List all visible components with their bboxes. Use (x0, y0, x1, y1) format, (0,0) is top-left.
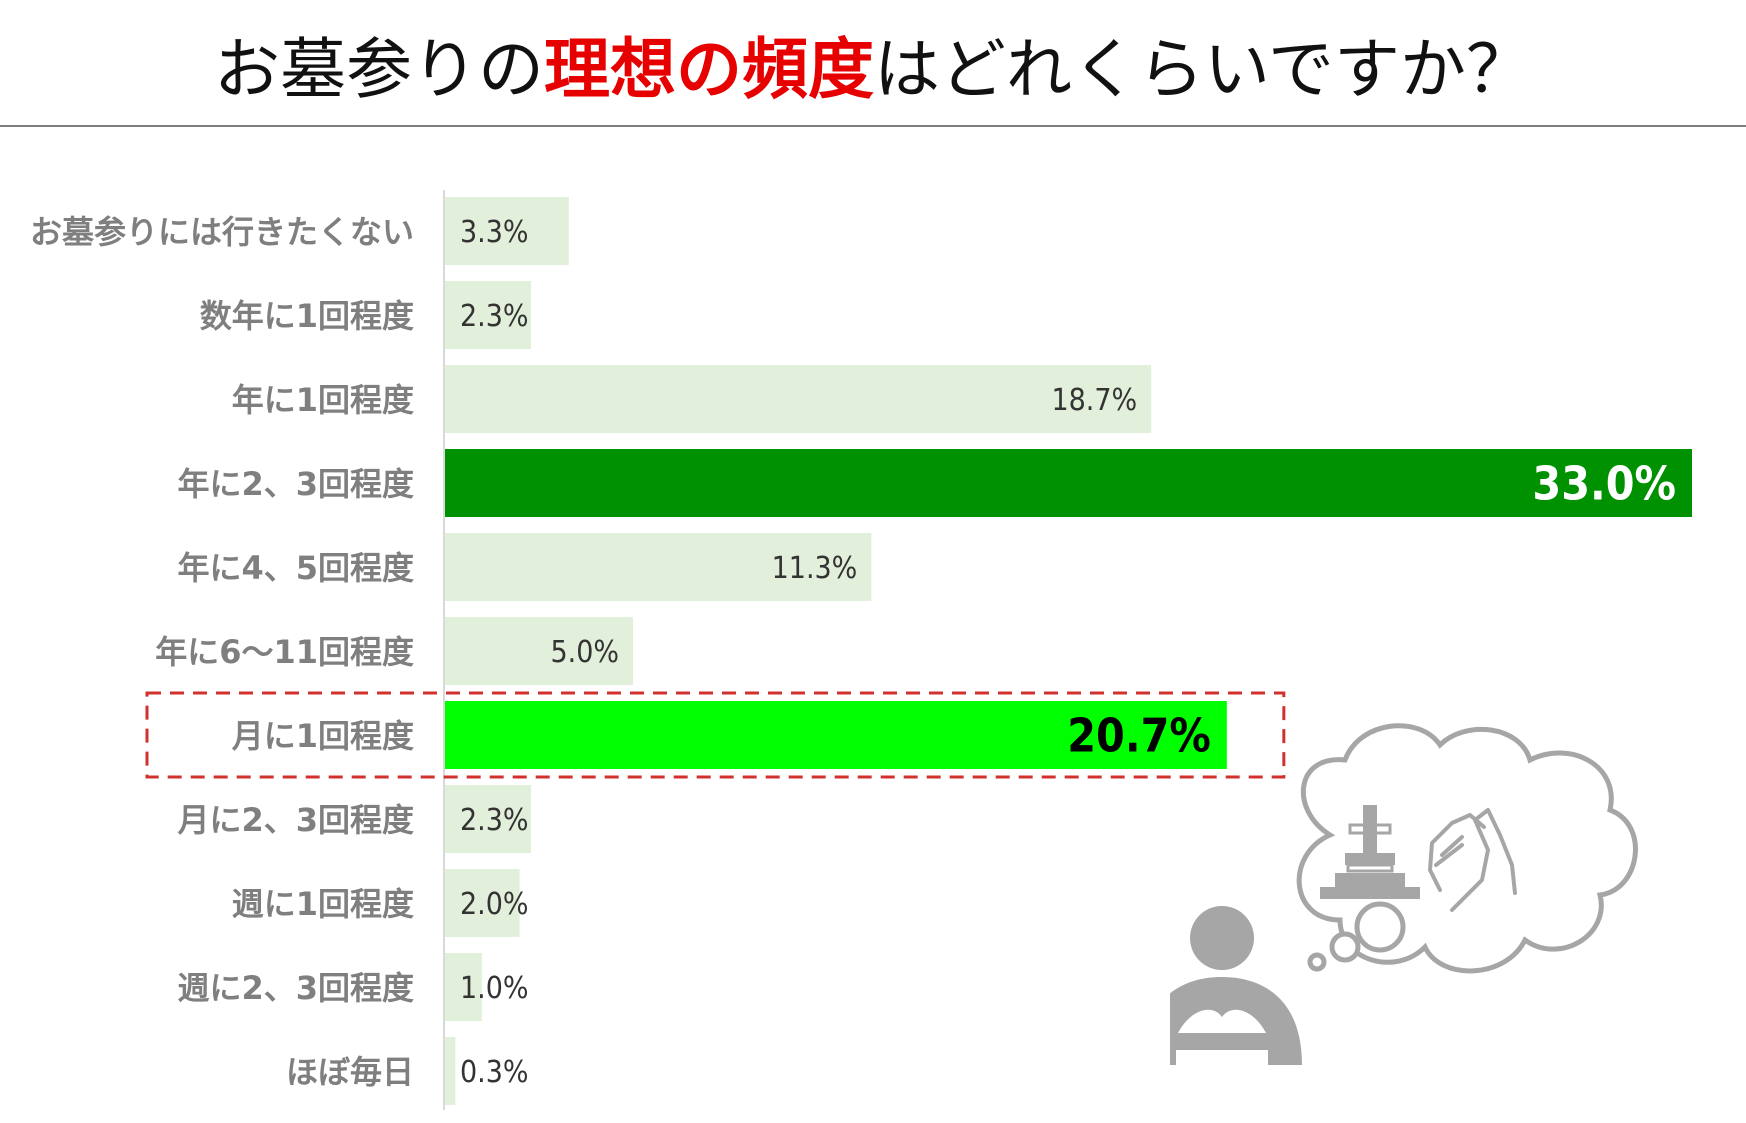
value-label: 2.3% (460, 299, 529, 334)
value-label: 18.7% (1051, 383, 1137, 418)
value-labels: 3.3% 2.3% 18.7% 33.0% 11.3% 5.0% 20.7% 2.3% 2.0%… (460, 215, 1676, 1090)
illustration (1170, 723, 1638, 1065)
value-label: 2.3% (460, 803, 529, 838)
bar (444, 869, 520, 937)
title-suffix: はどれくらいですか？ (873, 31, 1533, 108)
category-label: 週に1回程度 (232, 885, 414, 923)
category-label: 数年に1回程度 (200, 297, 414, 335)
title-highlight: 理想の頻度 (543, 31, 874, 108)
bar (444, 449, 1692, 517)
person-praying-icon (1170, 906, 1302, 1065)
bars (444, 197, 1692, 1105)
value-label: 5.0% (551, 635, 620, 670)
bar (444, 953, 482, 1021)
category-label: お墓参りには行きたくない (30, 213, 414, 251)
bar (444, 785, 531, 853)
category-label: 月に1回程度 (232, 717, 414, 755)
category-label: 週に2、3回程度 (177, 969, 414, 1007)
thought-bubble-icon (1296, 723, 1638, 974)
category-label: ほぼ毎日 (286, 1053, 414, 1091)
category-label: 年に1回程度 (232, 381, 414, 419)
title-divider (0, 125, 1746, 127)
bar (444, 617, 634, 685)
category-label: 年に4、5回程度 (177, 549, 414, 587)
title-prefix: お墓参りの (213, 31, 544, 108)
value-label: 3.3% (460, 215, 529, 250)
bar (444, 1037, 456, 1105)
value-label: 20.7% (1067, 709, 1211, 763)
value-label: 2.0% (460, 887, 529, 922)
highlight-callout-box (145, 691, 1286, 779)
value-label: 0.3% (460, 1055, 529, 1090)
value-label: 11.3% (772, 551, 858, 586)
gravestone-icon (1320, 805, 1420, 899)
category-label: 月に2、3回程度 (177, 801, 414, 839)
value-label: 1.0% (460, 971, 529, 1006)
bar (444, 281, 531, 349)
bar (444, 533, 872, 601)
value-label: 33.0% (1532, 457, 1676, 511)
bar (444, 197, 569, 265)
category-labels: お墓参りには行きたくない数年に1回程度年に1回程度年に2、3回程度年に4、5回程… (30, 213, 414, 1091)
category-label: 年に2、3回程度 (177, 465, 414, 503)
page-title: お墓参りの理想の頻度はどれくらいですか？ (0, 20, 1746, 120)
bar (444, 701, 1227, 769)
praying-hands-icon (1428, 808, 1517, 912)
bar (444, 365, 1152, 433)
category-label: 年に6～11回程度 (155, 633, 414, 671)
